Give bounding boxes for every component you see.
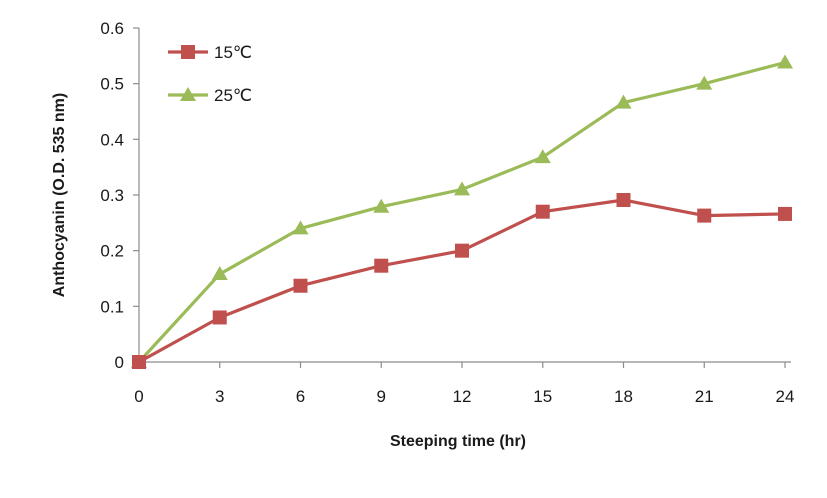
x-tick-label: 24 xyxy=(776,387,795,406)
data-point xyxy=(534,149,551,164)
y-tick-label: 0 xyxy=(115,353,124,372)
series-15c xyxy=(132,193,792,369)
data-point xyxy=(292,220,309,235)
data-point xyxy=(696,75,713,90)
data-point xyxy=(374,258,389,273)
y-tick-label: 0.2 xyxy=(100,242,124,261)
x-tick-label: 21 xyxy=(695,387,714,406)
series-25c xyxy=(131,54,793,368)
y-ticks: 0 0.1 0.2 0.3 0.4 0.5 0.6 xyxy=(100,19,139,372)
x-tick-label: 15 xyxy=(533,387,552,406)
axes: 0 0.1 0.2 0.3 0.4 0.5 0.6 0 3 6 9 12 15 18 21 24 xyxy=(100,19,794,406)
x-tick-label: 12 xyxy=(453,387,472,406)
x-tick-label: 9 xyxy=(377,387,386,406)
data-point xyxy=(455,243,469,258)
legend: 15℃ 25℃ xyxy=(168,43,252,105)
legend-marker xyxy=(180,87,196,101)
y-tick-label: 0.6 xyxy=(100,19,124,38)
data-point xyxy=(293,278,308,293)
data-point xyxy=(616,193,631,208)
data-point xyxy=(777,54,793,69)
legend-marker xyxy=(181,45,195,59)
series-layer xyxy=(131,54,793,369)
data-point xyxy=(132,355,146,369)
data-point xyxy=(535,204,550,219)
series-line xyxy=(138,198,786,364)
data-point xyxy=(697,208,712,223)
legend-label: 15℃ xyxy=(214,43,252,62)
x-axis-title: Steeping time (hr) xyxy=(390,433,526,450)
y-tick-label: 0.5 xyxy=(100,75,124,94)
x-tick-label: 0 xyxy=(134,387,143,406)
y-tick-label: 0.4 xyxy=(100,130,124,149)
legend-item: 25℃ xyxy=(168,86,252,105)
data-point xyxy=(778,206,792,221)
x-tick-label: 6 xyxy=(296,387,305,406)
x-tick-label: 3 xyxy=(215,387,224,406)
data-point xyxy=(211,266,228,281)
x-tick-label: 18 xyxy=(614,387,633,406)
y-tick-label: 0.1 xyxy=(100,297,124,316)
data-point xyxy=(615,94,632,109)
legend-label: 25℃ xyxy=(214,86,252,105)
y-axis-title: Anthocyanin (O.D. 535 nm) xyxy=(51,93,68,297)
data-point xyxy=(373,198,390,213)
y-tick-label: 0.3 xyxy=(100,186,124,205)
data-point xyxy=(212,310,227,325)
x-ticks: 0 3 6 9 12 15 18 21 24 xyxy=(134,362,794,406)
legend-item: 15℃ xyxy=(168,43,252,62)
data-point xyxy=(454,181,470,196)
